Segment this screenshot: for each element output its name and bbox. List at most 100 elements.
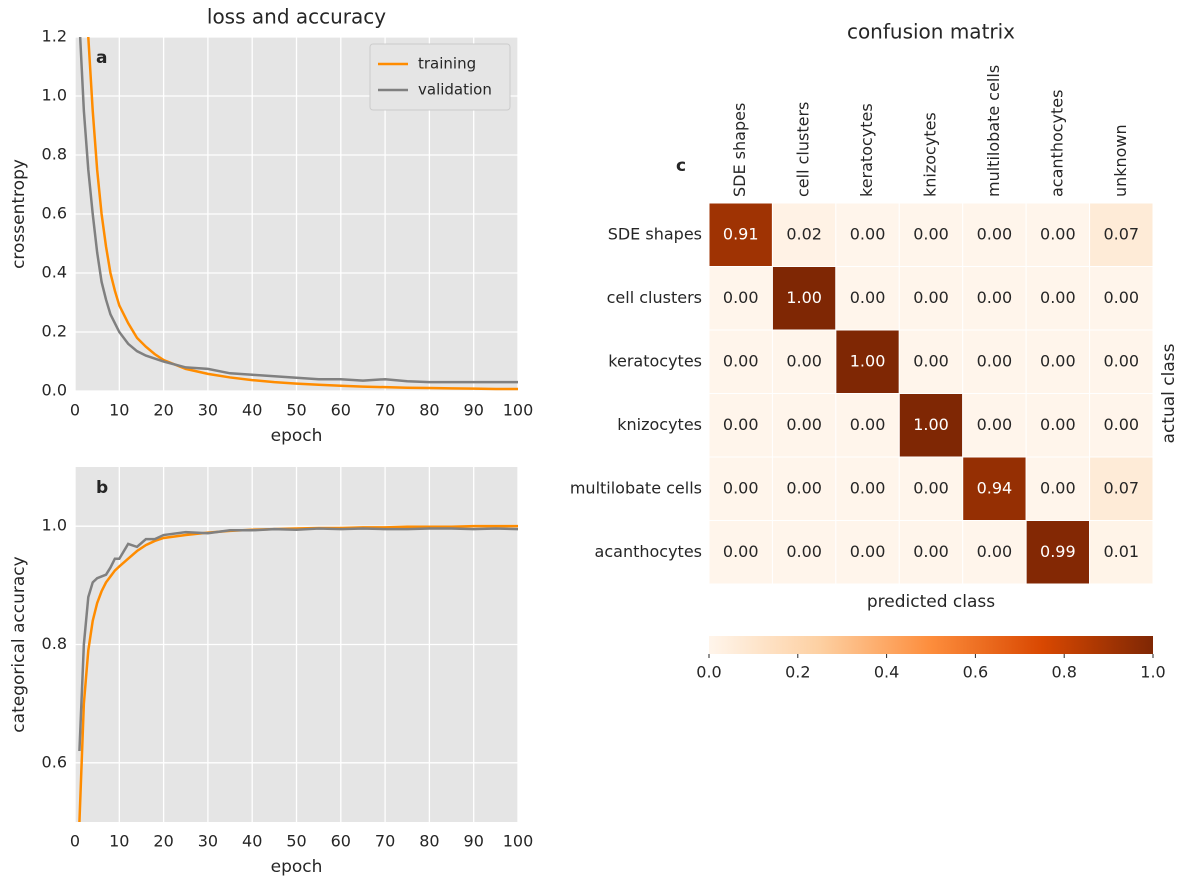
- heatmap-cell: [771, 329, 837, 394]
- heatmap-cell: [1025, 202, 1091, 267]
- colorbar-tick-label: 0.0: [696, 663, 721, 682]
- heatmap-cell: [708, 456, 773, 521]
- x-tick-label: 0: [70, 832, 80, 851]
- cell-label: 0.00: [786, 478, 822, 497]
- column-label: keratocytes: [857, 103, 876, 197]
- heatmap-cell: [1089, 202, 1154, 267]
- heatmap-cell: [898, 520, 964, 585]
- column-label: multilobate cells: [984, 65, 1003, 197]
- heatmap-cell: [1025, 456, 1091, 521]
- column-label: cell clusters: [794, 102, 813, 197]
- cell-label: 0.91: [723, 224, 759, 243]
- heatmap-cell: [771, 202, 837, 267]
- y-tick-label: 0.6: [42, 204, 67, 223]
- cell-label: 0.00: [1103, 351, 1139, 370]
- series-line: [87, 37, 518, 391]
- heatmap-cell: [771, 456, 837, 521]
- cell-label: 0.00: [913, 542, 949, 561]
- x-tick-label: 30: [198, 401, 218, 420]
- heatmap-cell: [771, 266, 837, 331]
- cell-label: 0.00: [723, 288, 759, 307]
- y-tick-label: 1.0: [42, 86, 67, 105]
- y-axis-label: categorical accuracy: [9, 556, 29, 732]
- heatmap-cell: [898, 393, 964, 458]
- x-tick-label: 80: [419, 401, 439, 420]
- cell-label: 0.00: [723, 478, 759, 497]
- x-tick-label: 20: [153, 401, 173, 420]
- row-label: cell clusters: [607, 288, 702, 307]
- cell-label: 0.07: [1103, 224, 1139, 243]
- cell-label: 0.01: [1103, 542, 1139, 561]
- column-label: SDE shapes: [730, 103, 749, 197]
- cell-label: 0.00: [1040, 415, 1076, 434]
- cell-label: 0.00: [913, 478, 949, 497]
- legend-label: training: [418, 55, 476, 73]
- y-axis-label: actual class: [1159, 343, 1179, 443]
- cell-label: 0.00: [850, 542, 886, 561]
- x-axis-label: epoch: [271, 426, 323, 446]
- heatmap-cell: [1089, 266, 1154, 331]
- panel-label: a: [96, 48, 107, 68]
- heatmap-cell: [962, 202, 1027, 267]
- x-tick-label: 30: [198, 832, 218, 851]
- cell-label: 0.00: [1040, 288, 1076, 307]
- heatmap-cell: [771, 520, 837, 585]
- x-tick-label: 10: [109, 401, 129, 420]
- panel-label: b: [96, 478, 108, 498]
- cell-label: 0.00: [786, 415, 822, 434]
- y-tick-label: 0.8: [42, 145, 67, 164]
- cell-label: 0.00: [977, 224, 1013, 243]
- heatmap-cell: [962, 393, 1027, 458]
- series-line: [78, 524, 518, 822]
- y-tick-label: 0.2: [42, 322, 67, 341]
- row-label: acanthocytes: [595, 542, 702, 561]
- cell-label: 0.00: [850, 415, 886, 434]
- heatmap-cell: [835, 266, 900, 331]
- legend-box: [369, 43, 511, 111]
- y-axis-label: crossentropy: [9, 159, 29, 269]
- y-tick-label: 1.2: [42, 27, 67, 46]
- cell-label: 0.00: [1103, 415, 1139, 434]
- heatmap-cell: [1089, 520, 1154, 585]
- cell-label: 0.00: [1103, 288, 1139, 307]
- cell-label: 0.07: [1103, 478, 1139, 497]
- y-tick-label: 0.0: [42, 381, 67, 400]
- series-line: [78, 37, 518, 384]
- cell-label: 0.00: [723, 351, 759, 370]
- colorbar-tick-label: 0.8: [1051, 663, 1076, 682]
- x-tick-label: 40: [242, 832, 262, 851]
- x-axis-label: predicted class: [867, 592, 995, 612]
- x-tick-label: 70: [375, 401, 395, 420]
- cell-label: 1.00: [850, 351, 886, 370]
- series-line: [78, 527, 518, 752]
- row-label: knizocytes: [617, 415, 702, 434]
- heatmap-cell: [1025, 329, 1091, 394]
- cell-label: 0.00: [1040, 478, 1076, 497]
- heatmap-cell: [708, 520, 773, 585]
- cell-label: 0.00: [850, 224, 886, 243]
- heatmap-cell: [1025, 520, 1091, 585]
- x-tick-label: 0: [70, 401, 80, 420]
- x-tick-label: 40: [242, 401, 262, 420]
- cell-label: 0.00: [913, 224, 949, 243]
- colorbar-tick-label: 1.0: [1140, 663, 1165, 682]
- colorbar: [709, 636, 1153, 654]
- cell-label: 0.00: [850, 478, 886, 497]
- column-label: acanthocytes: [1047, 90, 1066, 197]
- cell-label: 0.94: [977, 478, 1013, 497]
- heatmap-cell: [835, 202, 900, 267]
- heatmap-cell: [898, 329, 964, 394]
- cell-label: 1.00: [786, 288, 822, 307]
- colorbar-tick-label: 0.2: [785, 663, 810, 682]
- x-tick-label: 60: [331, 832, 351, 851]
- heatmap-cell: [835, 393, 900, 458]
- heatmap-cell: [835, 456, 900, 521]
- cell-label: 0.00: [977, 288, 1013, 307]
- x-tick-label: 90: [464, 832, 484, 851]
- heatmap-cell: [962, 266, 1027, 331]
- row-label: keratocytes: [608, 351, 702, 370]
- x-tick-label: 60: [331, 401, 351, 420]
- heatmap-cell: [898, 266, 964, 331]
- cell-label: 0.00: [913, 351, 949, 370]
- heatmap-cell: [962, 520, 1027, 585]
